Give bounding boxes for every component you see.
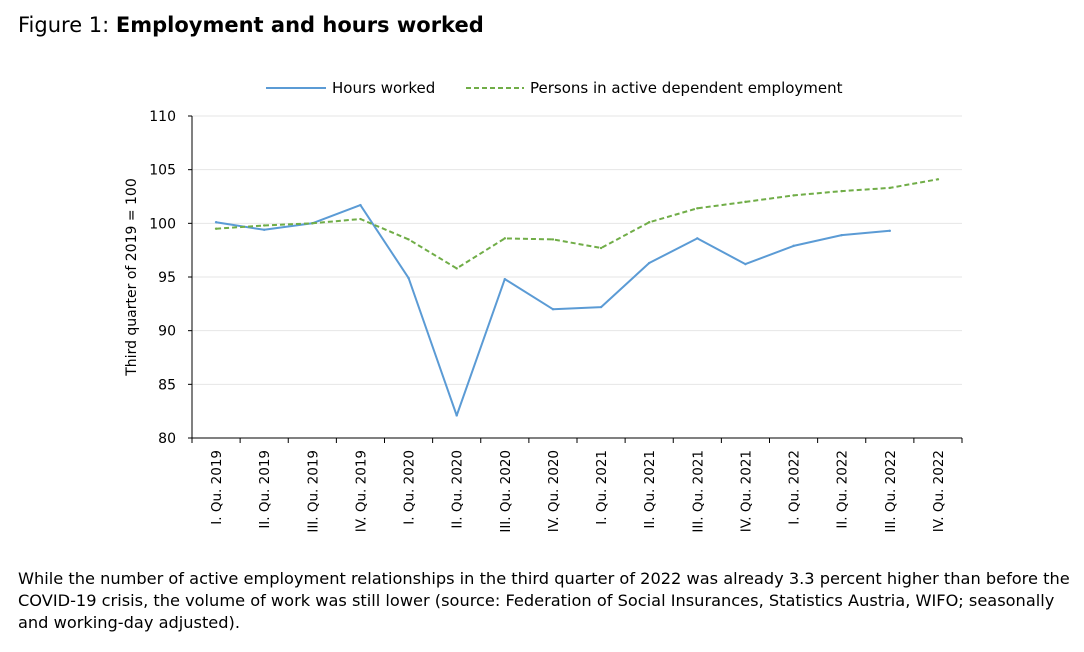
data-point-hours-worked xyxy=(214,221,218,224)
data-point-persons-employed xyxy=(311,222,314,225)
x-tick-label: IV. Qu. 2021 xyxy=(738,450,754,532)
x-tick-label: IV. Qu. 2022 xyxy=(931,450,947,532)
data-point-persons-employed xyxy=(696,207,699,210)
figure-number: Figure 1: xyxy=(18,13,116,37)
data-point-hours-worked xyxy=(359,203,362,207)
data-point-hours-worked xyxy=(599,305,603,309)
x-tick-label: II. Qu. 2022 xyxy=(835,450,851,529)
data-point-hours-worked xyxy=(503,277,507,281)
data-point-persons-employed xyxy=(792,194,795,197)
y-tick-label: 100 xyxy=(149,216,176,232)
data-point-persons-employed xyxy=(359,217,362,221)
x-tick-label: I. Qu. 2021 xyxy=(594,450,610,525)
data-point-hours-worked xyxy=(696,237,699,240)
data-point-hours-worked xyxy=(407,276,410,280)
data-point-hours-worked xyxy=(744,262,747,266)
line-chart: 80 85 90 95 100 105 110 I. Qu. 2019 II. Qu. 201… xyxy=(124,79,963,533)
y-axis-ticks: 80 85 90 95 100 105 110 xyxy=(149,109,192,447)
x-axis-ticks: I. Qu. 2019 II. Qu. 2019 III. Qu. 2019 IV. … xyxy=(191,438,963,533)
y-tick-label: 95 xyxy=(158,270,176,286)
figure-heading: Employment and hours worked xyxy=(115,13,484,37)
x-tick-label: IV. Qu. 2020 xyxy=(546,450,562,532)
legend-label: Hours worked xyxy=(332,79,435,97)
data-point-persons-employed xyxy=(647,221,651,224)
data-point-persons-employed xyxy=(407,238,410,241)
data-point-hours-worked xyxy=(792,244,795,248)
figure-title: Figure 1: Employment and hours worked xyxy=(18,10,484,40)
data-point-persons-employed xyxy=(888,186,892,190)
data-point-persons-employed xyxy=(744,200,747,204)
legend-label: Persons in active dependent employment xyxy=(530,79,843,97)
data-point-persons-employed xyxy=(455,267,458,270)
data-point-persons-employed xyxy=(503,237,507,240)
x-tick-label: III. Qu. 2020 xyxy=(498,450,514,533)
x-tick-label: II. Qu. 2019 xyxy=(257,450,273,529)
y-tick-label: 90 xyxy=(158,324,176,340)
x-tick-label: III. Qu. 2021 xyxy=(690,450,706,533)
y-tick-label: 105 xyxy=(149,163,176,179)
x-tick-label: I. Qu. 2019 xyxy=(209,450,225,525)
x-tick-label: II. Qu. 2020 xyxy=(450,450,466,529)
series-lines xyxy=(214,178,940,417)
y-tick-label: 80 xyxy=(158,431,176,447)
data-point-persons-employed xyxy=(840,189,843,193)
x-tick-label: I. Qu. 2020 xyxy=(402,450,418,525)
x-tick-label: IV. Qu. 2019 xyxy=(353,450,369,532)
series-line-persons-employed xyxy=(216,178,939,270)
data-point-hours-worked xyxy=(888,229,892,233)
data-point-persons-employed xyxy=(551,238,555,241)
x-tick-label: III. Qu. 2019 xyxy=(305,450,321,533)
data-point-hours-worked xyxy=(455,414,458,417)
data-point-persons-employed xyxy=(262,224,266,227)
data-point-hours-worked xyxy=(647,261,651,265)
x-tick-label: II. Qu. 2021 xyxy=(642,450,658,529)
y-tick-label: 110 xyxy=(149,109,176,125)
data-point-persons-employed xyxy=(599,246,603,250)
data-point-hours-worked xyxy=(262,228,266,231)
y-axis-title: Third quarter of 2019 = 100 xyxy=(124,178,140,377)
figure-caption: While the number of active employment re… xyxy=(18,569,1070,632)
data-point-hours-worked xyxy=(840,233,843,237)
data-point-hours-worked xyxy=(551,308,555,311)
gridlines xyxy=(192,115,962,385)
data-point-persons-employed xyxy=(214,227,218,230)
x-tick-label: III. Qu. 2022 xyxy=(883,450,899,533)
data-point-persons-employed xyxy=(936,178,940,181)
legend: Hours worked Persons in active dependent … xyxy=(266,79,843,97)
y-tick-label: 85 xyxy=(158,377,176,393)
x-tick-label: I. Qu. 2022 xyxy=(787,450,803,525)
